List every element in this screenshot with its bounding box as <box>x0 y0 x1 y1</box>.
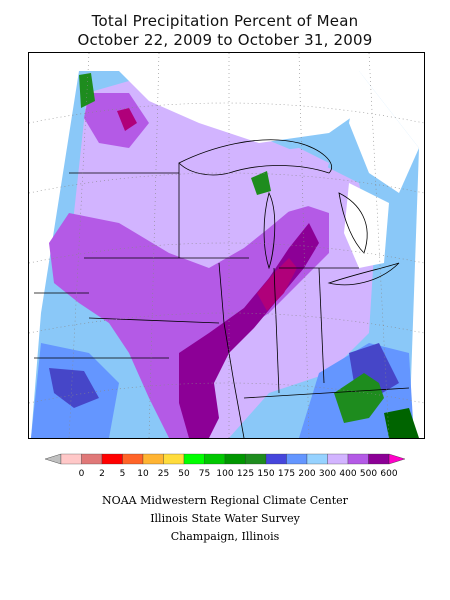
legend-label: 175 <box>278 469 295 479</box>
legend-label: 2 <box>99 469 105 479</box>
legend-swatch <box>306 453 328 465</box>
ia-mo-border <box>88 317 220 324</box>
region-lavender-north <box>254 148 329 213</box>
legend-label: 200 <box>298 469 315 479</box>
map-date-range: October 22, 2009 to October 31, 2009 <box>77 31 373 49</box>
graticule <box>29 53 424 438</box>
canada-blank <box>349 71 419 193</box>
footer-location: Champaign, Illinois <box>170 530 280 543</box>
legend-labels: 0 2 5 10 25 50 75 100 125 150 175 200 300 400 500 600 <box>79 469 398 479</box>
il-in-border <box>273 267 280 394</box>
legend-swatch <box>286 453 308 465</box>
legend-swatch <box>122 453 144 465</box>
legend-label: 100 <box>216 469 233 479</box>
legend-swatch <box>265 453 287 465</box>
lake-superior-outline <box>178 139 332 176</box>
legend-swatch <box>224 453 246 465</box>
footer-survey: Illinois State Water Survey <box>150 512 300 525</box>
region-magenta-northwest <box>117 108 137 131</box>
legend-label: 50 <box>178 469 190 479</box>
footer-org: NOAA Midwestern Regional Climate Center <box>102 494 348 507</box>
legend-swatch <box>81 453 103 465</box>
legend-label: 75 <box>199 469 210 479</box>
legend-swatch <box>327 453 349 465</box>
ky-border <box>243 387 410 399</box>
legend-swatch <box>245 453 267 465</box>
region-purple <box>49 203 329 438</box>
legend-swatch <box>60 453 82 465</box>
region-green-michigan <box>251 171 271 195</box>
precipitation-map-svg <box>29 53 424 438</box>
legend-under-triangle <box>44 453 62 465</box>
legend-label: 150 <box>257 469 274 479</box>
graticule-lon-5 <box>368 53 390 438</box>
graticule-lon-1 <box>68 53 90 438</box>
legend-swatch <box>183 453 205 465</box>
graticule-lon-2 <box>148 53 160 438</box>
region-darkblue-west <box>49 368 99 408</box>
legend-label: 400 <box>339 469 356 479</box>
region-green-east <box>334 373 384 423</box>
legend-swatch <box>368 453 390 465</box>
legend-label: 5 <box>120 469 126 479</box>
legend-label: 600 <box>380 469 397 479</box>
legend-label: 10 <box>137 469 149 479</box>
legend-swatch <box>101 453 123 465</box>
legend-label: 125 <box>237 469 254 479</box>
state-boundaries <box>34 163 410 438</box>
precipitation-map <box>28 52 425 439</box>
lake-michigan-outline <box>263 191 276 270</box>
legend: 0 2 5 10 25 50 75 100 125 150 175 200 300 400 500 600 <box>44 453 406 479</box>
region-purple-northwest <box>84 93 149 148</box>
graticule-lon-4 <box>298 53 310 438</box>
legend-label: 0 <box>79 469 85 479</box>
legend-swatch <box>347 453 369 465</box>
precip-shading <box>31 71 419 438</box>
legend-swatch <box>163 453 185 465</box>
lake-superior-blank <box>119 71 379 143</box>
legend-label: 300 <box>319 469 336 479</box>
legend-over-triangle <box>388 453 406 465</box>
map-title: Total Precipitation Percent of Mean <box>91 12 359 30</box>
legend-label: 500 <box>360 469 377 479</box>
in-oh-border <box>318 267 325 384</box>
region-green-southeast <box>384 408 419 438</box>
legend-swatches <box>44 453 406 465</box>
legend-swatch <box>204 453 226 465</box>
region-magenta <box>257 258 297 311</box>
legend-swatch <box>142 453 164 465</box>
legend-label: 25 <box>158 469 169 479</box>
region-green-northwest <box>79 73 95 108</box>
lake-erie-outline <box>327 262 400 286</box>
